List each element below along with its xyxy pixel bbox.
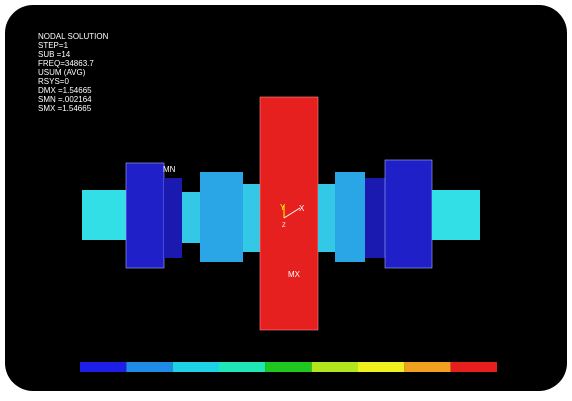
legend-swatch — [265, 362, 311, 372]
legend-swatch — [404, 362, 450, 372]
legend-swatch — [126, 362, 172, 372]
header-line: SUB =14 — [38, 50, 71, 59]
legend-swatch — [80, 362, 126, 372]
header-line: SMN =.002164 — [38, 95, 92, 104]
section — [335, 172, 365, 262]
triad-label: X — [299, 204, 305, 213]
collar — [365, 178, 385, 258]
legend-label: .516991 — [209, 381, 236, 390]
legend-swatch — [451, 362, 497, 372]
triad-label: Z — [282, 223, 286, 229]
header-line: SMX =1.54665 — [38, 104, 92, 113]
legend-label: 1.37504 — [441, 373, 468, 382]
legend-label: .86021 — [302, 381, 325, 390]
shaft-end — [82, 190, 126, 240]
legend-swatch — [173, 362, 219, 372]
triad-label: Y — [280, 203, 286, 212]
collar — [126, 163, 164, 268]
shaft-end — [432, 190, 480, 240]
legend-swatch — [219, 362, 265, 372]
legend-label: 1.20343 — [394, 381, 421, 390]
legend-swatch — [312, 362, 358, 372]
min-marker: MN — [163, 165, 176, 174]
header-line: NODAL SOLUTION — [38, 32, 109, 41]
legend-label: .173773 — [116, 381, 143, 390]
section — [200, 172, 243, 262]
header-line: RSYS=0 — [38, 77, 69, 86]
collar — [164, 178, 182, 258]
max-marker: MX — [288, 270, 301, 279]
header-line: USUM (AVG) — [38, 68, 86, 77]
legend-label: 1.54665 — [487, 381, 514, 390]
disc — [260, 97, 318, 330]
header-line: STEP=1 — [38, 41, 69, 50]
collar — [385, 160, 432, 268]
shaft — [182, 192, 200, 243]
shaft — [318, 184, 335, 252]
legend-label: .345382 — [163, 373, 190, 382]
screenshot: .002164 .173773 .345382 .516991 .688601 .8602… — [0, 0, 572, 396]
header-line: DMX =1.54665 — [38, 86, 92, 95]
legend-label: 1.03182 — [348, 373, 375, 382]
legend-label: .002164 — [80, 373, 107, 382]
header-line: FREQ=34863.7 — [38, 59, 94, 68]
legend-swatch — [358, 362, 404, 372]
shaft — [243, 184, 261, 252]
legend-label: .688601 — [255, 373, 282, 382]
